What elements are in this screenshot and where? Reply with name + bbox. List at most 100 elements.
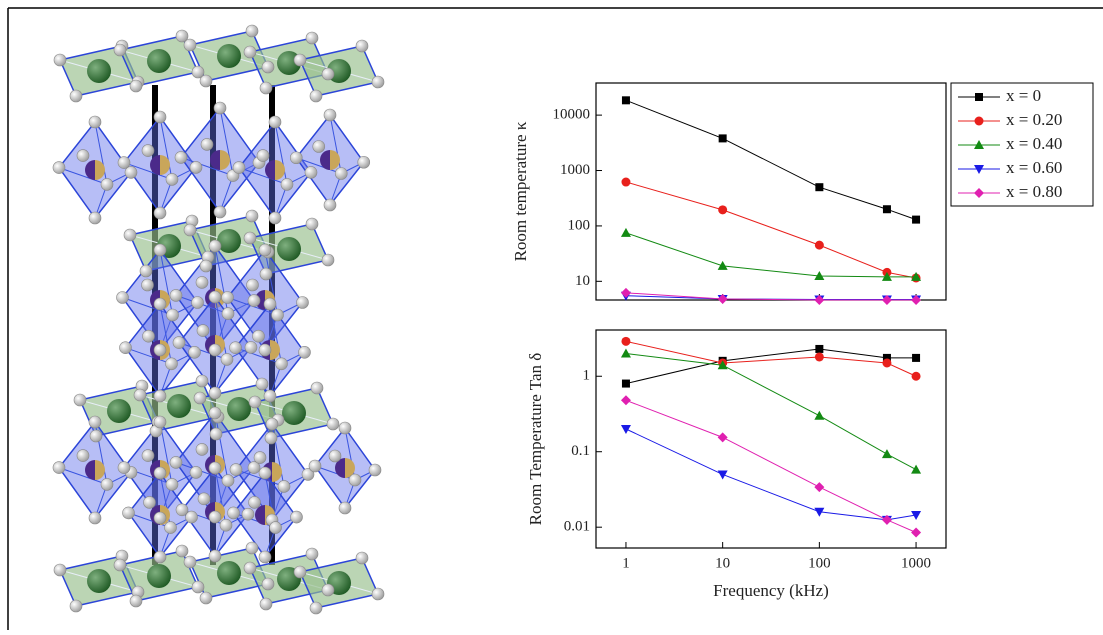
atom-grey <box>269 521 282 534</box>
atom-grey <box>248 395 262 409</box>
marker <box>814 410 825 420</box>
marker <box>620 395 631 406</box>
atom-a <box>335 458 345 478</box>
atom-grey <box>52 161 66 174</box>
marker <box>881 449 892 459</box>
atom-grey <box>153 511 167 525</box>
atom-grey <box>142 329 155 343</box>
marker <box>814 482 825 493</box>
marker <box>911 271 922 281</box>
atom-grey <box>357 155 371 169</box>
marker <box>814 270 825 280</box>
atom-grey <box>122 506 135 520</box>
atom-grey <box>119 341 132 355</box>
series-line <box>625 353 917 471</box>
plot-frame <box>595 329 947 549</box>
atom-grey <box>213 101 227 115</box>
marker <box>717 293 728 304</box>
legend-label: x = 0.80 <box>1006 182 1062 201</box>
x-tick-label: 1000 <box>901 555 931 571</box>
x-axis-label: Frequency (kHz) <box>713 581 829 600</box>
series-line <box>625 181 917 279</box>
marker <box>621 96 630 105</box>
marker <box>620 287 631 298</box>
atom-grey <box>243 561 257 575</box>
marker <box>912 353 921 362</box>
atom-grey <box>245 209 259 223</box>
y-axis-label: Room Temperature Tan δ <box>526 353 545 526</box>
marker <box>882 205 891 214</box>
atom-grey <box>76 149 90 162</box>
atom-grey <box>124 166 138 179</box>
atom-grey <box>264 431 278 445</box>
atom-grey <box>153 206 167 220</box>
legend-label: x = 0 <box>1006 86 1041 105</box>
atom-grey <box>271 308 284 322</box>
atom-grey <box>298 345 311 359</box>
atom-grey <box>208 549 222 563</box>
atom-green <box>167 394 191 418</box>
atom-grey <box>199 74 213 88</box>
x-tick-label: 10 <box>715 555 730 571</box>
atom-grey <box>195 374 209 388</box>
y-tick-label: 0.1 <box>571 443 590 459</box>
octahedron-edge <box>159 249 173 316</box>
atom-grey <box>258 343 272 357</box>
legend-label: x = 0.60 <box>1006 158 1062 177</box>
atom-grey <box>153 550 167 564</box>
atom-grey <box>199 259 213 273</box>
atom-grey <box>175 544 189 558</box>
atom-grey <box>153 110 167 124</box>
atom-grey <box>261 60 275 74</box>
atom-grey <box>208 343 222 357</box>
marker <box>717 470 728 480</box>
atom-grey <box>301 468 315 481</box>
atom-grey <box>296 296 309 309</box>
y-tick-label: 0.01 <box>564 519 590 535</box>
atom-grey <box>175 503 189 517</box>
atom-grey <box>69 89 83 103</box>
atom-grey <box>253 451 267 464</box>
marker <box>815 344 824 353</box>
atom-grey <box>229 463 243 476</box>
atom-grey <box>268 115 282 129</box>
atom-grey <box>263 389 277 403</box>
marker <box>621 177 631 187</box>
octahedron-edge <box>219 175 234 213</box>
atom-grey <box>310 381 324 395</box>
atom-green <box>217 229 241 253</box>
atom-grey <box>165 173 179 186</box>
atom-grey <box>348 473 362 487</box>
atom-grey <box>305 31 319 45</box>
octahedron-edge <box>214 412 229 481</box>
x-tick-label: 100 <box>808 555 831 571</box>
atom-grey <box>244 341 258 354</box>
atom-grey <box>304 166 318 179</box>
atom-grey <box>293 565 307 579</box>
atom-grey <box>243 231 257 245</box>
atom-grey <box>259 81 273 95</box>
legend-marker <box>974 116 984 126</box>
atom-grey <box>312 140 326 153</box>
atom-grey <box>258 550 272 564</box>
legend-marker <box>974 140 984 149</box>
marker <box>881 514 892 525</box>
octahedron-edge <box>274 121 288 185</box>
atom-grey <box>153 389 167 403</box>
atom-grey <box>252 329 265 343</box>
marker <box>620 227 631 237</box>
atom-grey <box>153 343 167 357</box>
atom-grey <box>189 466 203 479</box>
octahedron-edge <box>329 114 342 174</box>
marker <box>815 183 824 192</box>
charts: 10 100 1000 10000 Room temperature κ x = 0 x =… <box>511 82 1094 600</box>
marker <box>620 425 631 435</box>
atom-grey <box>328 449 342 463</box>
atom-grey <box>208 406 222 420</box>
marker <box>911 371 921 381</box>
y-tick-label: 10 <box>575 273 590 289</box>
atom-grey <box>256 149 270 162</box>
atom-grey <box>208 290 222 304</box>
atom-grey <box>221 307 235 320</box>
atom-grey <box>248 496 261 509</box>
